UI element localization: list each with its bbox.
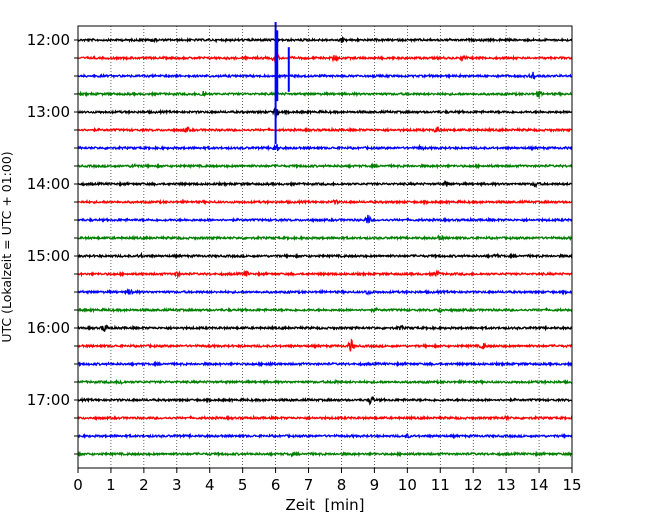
y-tick-label: 17:00 (27, 391, 70, 409)
plot-frame (77, 25, 573, 469)
trace-line (78, 125, 572, 133)
trace-line (78, 35, 572, 44)
x-tick-label: 9 (370, 476, 380, 494)
trace-line (78, 90, 572, 99)
trace-line (78, 251, 572, 260)
x-tick-label: 6 (271, 476, 281, 494)
trace-line (78, 106, 572, 118)
trace-layer (78, 35, 572, 458)
y-tick-label: 14:00 (27, 175, 70, 193)
trace-line (78, 396, 572, 406)
x-tick-label: 15 (562, 476, 581, 494)
x-axis-label: Zeit [min] (285, 496, 364, 514)
y-tick-label: 16:00 (27, 319, 70, 337)
spike-layer (274, 22, 290, 144)
trace-line (78, 450, 572, 458)
x-tick-label: 10 (398, 476, 417, 494)
trace-line (78, 288, 572, 296)
x-tick-label: 5 (238, 476, 248, 494)
x-tick-label: 3 (172, 476, 182, 494)
trace-line (78, 214, 572, 224)
x-tick-label: 11 (431, 476, 450, 494)
x-tick-label: 13 (497, 476, 516, 494)
x-tick-label: 12 (464, 476, 483, 494)
y-tick-label: 13:00 (27, 103, 70, 121)
trace-line (78, 180, 572, 189)
trace-line (78, 53, 572, 63)
trace-line (78, 198, 572, 206)
trace-line (78, 234, 572, 242)
trace-line (78, 162, 572, 170)
x-tick-label: 7 (304, 476, 314, 494)
trace-line (78, 324, 572, 332)
x-tick-label: 2 (139, 476, 149, 494)
trace-line (78, 269, 572, 280)
x-tick-label: 8 (337, 476, 347, 494)
y-axis-label: UTC (Lokalzeit = UTC + 01:00) (0, 151, 14, 342)
trace-line (78, 143, 572, 152)
x-tick-label: 0 (73, 476, 83, 494)
x-axis-ticks: 0 1 2 3 4 5 6 7 8 9 10 11 12 13 14 15 (73, 468, 582, 494)
y-axis-ticks: 12:00 13:00 14:00 15:00 16:00 17:00 (27, 31, 78, 455)
x-tick-label: 1 (106, 476, 116, 494)
x-tick-label: 4 (205, 476, 215, 494)
trace-line (78, 378, 572, 386)
trace-line (78, 338, 572, 352)
trace-line (78, 432, 572, 440)
y-tick-label: 15:00 (27, 247, 70, 265)
trace-line (78, 360, 572, 368)
trace-line (78, 306, 572, 314)
trace-line (78, 414, 572, 422)
y-tick-label: 12:00 (27, 31, 70, 49)
trace-line (78, 71, 572, 81)
x-tick-label: 14 (530, 476, 549, 494)
